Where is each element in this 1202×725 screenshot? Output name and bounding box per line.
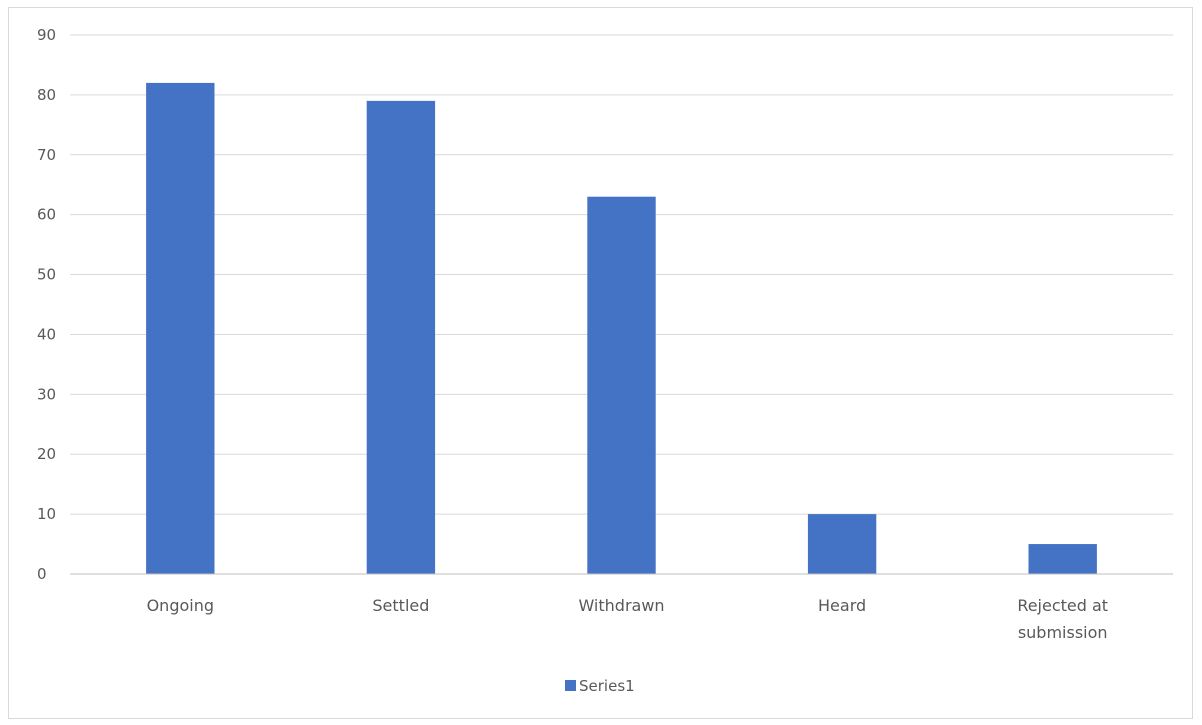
y-tick-label: 90 [37,26,56,44]
y-axis-ticks: 0 10 20 30 40 50 60 70 80 90 [37,26,56,583]
x-tick-label: Heard [818,596,866,615]
legend-swatch [565,680,576,691]
y-tick-label: 30 [37,385,56,403]
y-tick-label: 10 [37,505,56,523]
bar [587,196,656,574]
x-tick-label: Withdrawn [578,596,664,615]
y-tick-label: 70 [37,146,56,164]
y-tick-label: 0 [37,565,47,583]
y-tick-label: 50 [37,266,56,284]
bar [807,514,877,574]
legend-label: Series1 [579,677,635,695]
x-tick-label: Settled [372,596,429,615]
bar [1028,544,1097,574]
legend: Series1 [565,677,635,695]
x-tick-label: Rejected at submission [1017,596,1108,642]
x-axis-ticks: Ongoing Settled Withdrawn Heard Rejected at s… [147,596,1108,642]
y-tick-label: 80 [37,86,56,104]
y-tick-label: 40 [37,325,56,343]
bar [146,82,215,575]
y-tick-label: 20 [37,445,56,463]
x-tick-label: Ongoing [147,596,214,615]
bars [146,82,1097,575]
bar [366,100,436,574]
y-tick-label: 60 [37,206,56,224]
